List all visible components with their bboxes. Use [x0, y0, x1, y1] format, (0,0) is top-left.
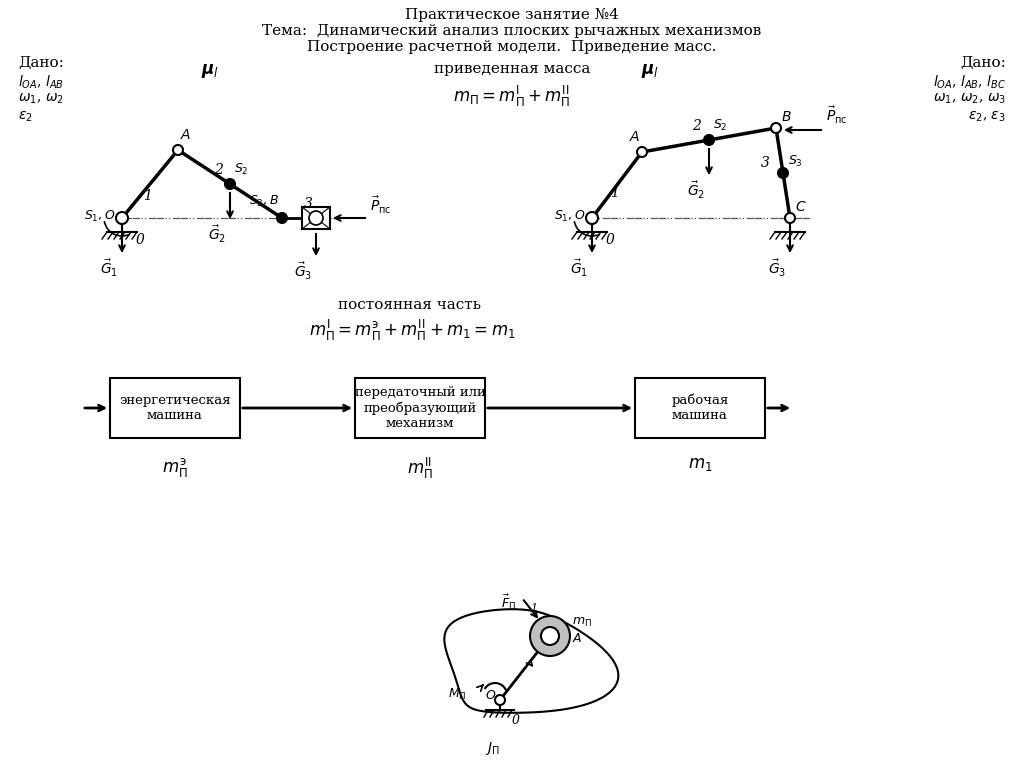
Text: $\boldsymbol{\mu}_l$: $\boldsymbol{\mu}_l$ [641, 62, 659, 80]
Text: $m_\Pi^\mathrm{II}$: $m_\Pi^\mathrm{II}$ [408, 456, 433, 481]
Text: $l_{OA}$, $l_{AB}$: $l_{OA}$, $l_{AB}$ [18, 74, 63, 91]
Bar [355, 378, 485, 438]
Circle shape [116, 212, 128, 224]
Text: $m_\Pi^\mathrm{I} = m_\Pi^\mathrm{э} + m_\Pi^\mathrm{II} + m_1 = m_1$: $m_\Pi^\mathrm{I} = m_\Pi^\mathrm{э} + m… [308, 318, 515, 343]
Circle shape [541, 627, 559, 645]
Text: $\omega_1$, $\omega_2$: $\omega_1$, $\omega_2$ [18, 92, 63, 107]
Circle shape [530, 616, 570, 656]
Text: $A$: $A$ [629, 130, 640, 144]
Text: $M_\Pi$: $M_\Pi$ [447, 687, 466, 701]
Text: $S_1,O$: $S_1,O$ [84, 208, 116, 223]
Text: $J_\Pi$: $J_\Pi$ [484, 740, 500, 757]
Text: $S_3, B$: $S_3, B$ [249, 194, 279, 209]
Circle shape [309, 211, 323, 225]
Text: $\vec{G}_2$: $\vec{G}_2$ [208, 224, 226, 245]
Text: $m_1$: $m_1$ [688, 456, 713, 473]
Text: постоянная часть: постоянная часть [339, 298, 481, 312]
Text: $l_{OA}$, $l_{AB}$, $l_{BC}$: $l_{OA}$, $l_{AB}$, $l_{BC}$ [933, 74, 1006, 91]
Circle shape [278, 213, 287, 223]
Text: $O$: $O$ [484, 689, 496, 702]
Text: $A$: $A$ [572, 631, 583, 644]
Text: Построение расчетной модели.  Приведение масс.: Построение расчетной модели. Приведение … [307, 40, 717, 54]
Text: $m_\Pi^\mathrm{э}$: $m_\Pi^\mathrm{э}$ [162, 456, 187, 479]
Text: $m_\Pi$: $m_\Pi$ [572, 615, 592, 628]
Text: энергетическая
машина: энергетическая машина [119, 394, 230, 422]
Text: $\vec{G}_2$: $\vec{G}_2$ [687, 180, 705, 201]
Text: $\vec{G}_3$: $\vec{G}_3$ [294, 261, 312, 282]
Text: 3: 3 [303, 197, 312, 211]
Circle shape [705, 135, 714, 145]
Circle shape [771, 123, 781, 133]
Bar [635, 378, 765, 438]
Text: $\vec{F}_\Pi$: $\vec{F}_\Pi$ [501, 592, 516, 611]
Circle shape [637, 147, 647, 157]
Text: Практическое занятие №4: Практическое занятие №4 [406, 8, 618, 22]
Text: $C$: $C$ [795, 200, 807, 214]
Text: рабочая
машина: рабочая машина [672, 394, 729, 422]
Text: $\vec{G}_1$: $\vec{G}_1$ [100, 258, 118, 279]
Text: передаточный или
преобразующий
механизм: передаточный или преобразующий механизм [354, 386, 485, 430]
Circle shape [225, 179, 234, 189]
Text: Дано:: Дано: [18, 56, 63, 70]
Bar [302, 207, 330, 229]
Text: Тема:  Динамический анализ плоских рычажных механизмов: Тема: Динамический анализ плоских рычажн… [262, 24, 762, 38]
PathPatch shape [444, 609, 618, 713]
Circle shape [495, 695, 505, 705]
Text: $S_3$: $S_3$ [788, 154, 803, 169]
Text: приведенная масса: приведенная масса [434, 62, 590, 76]
Text: 1: 1 [530, 603, 538, 613]
Text: $A$: $A$ [180, 128, 191, 142]
Text: 0: 0 [605, 233, 614, 247]
Text: 0: 0 [512, 713, 520, 727]
Text: 3: 3 [761, 156, 769, 170]
Text: $\vec{P}_{\text{пс}}$: $\vec{P}_{\text{пс}}$ [826, 105, 848, 126]
Text: Дано:: Дано: [961, 56, 1006, 70]
Text: $\vec{P}_{\text{пс}}$: $\vec{P}_{\text{пс}}$ [370, 195, 391, 216]
Circle shape [785, 213, 795, 223]
Text: 1: 1 [609, 186, 618, 200]
Text: 2: 2 [692, 119, 701, 133]
Text: $\vec{G}_3$: $\vec{G}_3$ [768, 258, 786, 279]
Text: $m_\Pi = m_\Pi^\mathrm{I} + m_\Pi^\mathrm{II}$: $m_\Pi = m_\Pi^\mathrm{I} + m_\Pi^\mathr… [454, 84, 570, 109]
Text: 0: 0 [135, 233, 144, 247]
Text: $S_1,O$: $S_1,O$ [554, 208, 586, 223]
Text: 2: 2 [214, 163, 222, 177]
Circle shape [586, 212, 598, 224]
Bar [110, 378, 240, 438]
Text: $\omega_1$, $\omega_2$, $\omega_3$: $\omega_1$, $\omega_2$, $\omega_3$ [933, 92, 1006, 107]
Text: $S_2$: $S_2$ [713, 118, 727, 133]
Text: $S_2$: $S_2$ [234, 162, 249, 177]
Circle shape [778, 168, 788, 178]
Text: $B$: $B$ [781, 110, 792, 124]
Text: $\varepsilon_2$, $\varepsilon_3$: $\varepsilon_2$, $\varepsilon_3$ [969, 110, 1006, 124]
Circle shape [173, 145, 183, 155]
Text: 1: 1 [142, 189, 152, 203]
Text: $\vec{G}_1$: $\vec{G}_1$ [570, 258, 588, 279]
Text: $\boldsymbol{\mu}_l$: $\boldsymbol{\mu}_l$ [201, 62, 219, 80]
Text: $\varepsilon_2$: $\varepsilon_2$ [18, 110, 33, 124]
